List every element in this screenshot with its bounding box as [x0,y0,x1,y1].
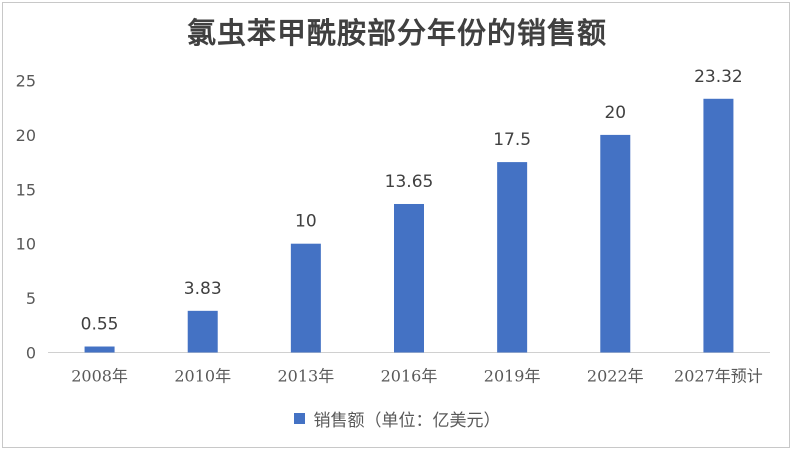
data-label: 20 [604,103,626,123]
bar [703,98,734,353]
legend: 销售额（单位：亿美元） [0,406,794,431]
data-label: 13.65 [385,172,434,192]
x-tick-label: 2019年 [484,367,541,386]
y-tick-label: 15 [16,180,36,199]
y-tick-label: 20 [16,126,36,145]
legend-label: 销售额（单位：亿美元） [313,411,501,431]
data-label: 23.32 [694,67,743,87]
x-tick-label: 2013年 [277,367,334,386]
x-tick-label: 2010年 [174,367,231,386]
x-tick-label: 2016年 [381,367,438,386]
y-tick-label: 5 [26,289,36,308]
bar [497,162,528,353]
x-tick-label: 2022年 [587,367,644,386]
data-label: 3.83 [184,279,222,299]
y-tick-label: 10 [16,235,36,254]
data-label: 17.5 [493,130,531,150]
bar [600,134,631,353]
data-label: 10 [295,212,317,232]
bar [290,243,321,353]
bar [84,346,115,353]
x-tick-label: 2008年 [71,367,128,386]
x-tick-label: 2027年预计 [674,367,763,386]
y-tick-label: 0 [26,344,36,363]
data-label: 0.55 [81,315,119,335]
y-tick-label: 25 [16,72,36,91]
chart-title: 氯虫苯甲酰胺部分年份的销售额 [186,16,607,50]
legend-swatch [293,413,305,424]
bar [394,203,424,353]
bar [187,310,218,353]
